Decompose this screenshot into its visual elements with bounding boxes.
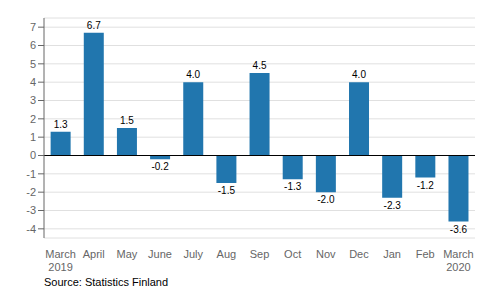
svg-text:Aug: Aug [217, 248, 237, 260]
svg-text:July: July [183, 248, 203, 260]
svg-text:0: 0 [30, 149, 36, 161]
svg-text:2: 2 [30, 113, 36, 125]
svg-text:-2.0: -2.0 [317, 194, 335, 205]
svg-text:-1.5: -1.5 [218, 185, 236, 196]
svg-text:-3.6: -3.6 [450, 224, 468, 235]
svg-text:-1.2: -1.2 [417, 180, 435, 191]
svg-text:1.3: 1.3 [54, 119, 68, 130]
svg-text:-1: -1 [26, 168, 36, 180]
svg-text:-4: -4 [26, 223, 36, 235]
svg-text:Feb: Feb [416, 248, 435, 260]
svg-text:-3: -3 [26, 204, 36, 216]
svg-text:-1.3: -1.3 [284, 181, 302, 192]
svg-text:6.7: 6.7 [87, 20, 101, 31]
svg-text:March2020: March2020 [443, 248, 474, 273]
svg-text:7: 7 [30, 21, 36, 33]
svg-text:5: 5 [30, 58, 36, 70]
svg-text:6: 6 [30, 39, 36, 51]
svg-text:4.0: 4.0 [186, 69, 200, 80]
svg-text:3: 3 [30, 94, 36, 106]
svg-text:June: June [148, 248, 172, 260]
svg-text:Dec: Dec [349, 248, 369, 260]
svg-text:-0.2: -0.2 [151, 161, 169, 172]
svg-text:1: 1 [30, 131, 36, 143]
svg-text:4.0: 4.0 [352, 69, 366, 80]
svg-text:Sep: Sep [250, 248, 270, 260]
svg-text:May: May [116, 248, 137, 260]
svg-text:4.5: 4.5 [253, 60, 267, 71]
svg-text:March2019: March2019 [45, 248, 76, 273]
svg-text:Nov: Nov [316, 248, 336, 260]
html-text:Source: Statistics Finland: Source: Statistics Finland [44, 276, 169, 288]
svg-text:Jan: Jan [383, 248, 401, 260]
svg-text:-2: -2 [26, 186, 36, 198]
svg-text:Oct: Oct [284, 248, 301, 260]
svg-text:4: 4 [30, 76, 36, 88]
svg-text:1.5: 1.5 [120, 115, 134, 126]
svg-text:-2.3: -2.3 [384, 200, 402, 211]
svg-text:April: April [83, 248, 105, 260]
